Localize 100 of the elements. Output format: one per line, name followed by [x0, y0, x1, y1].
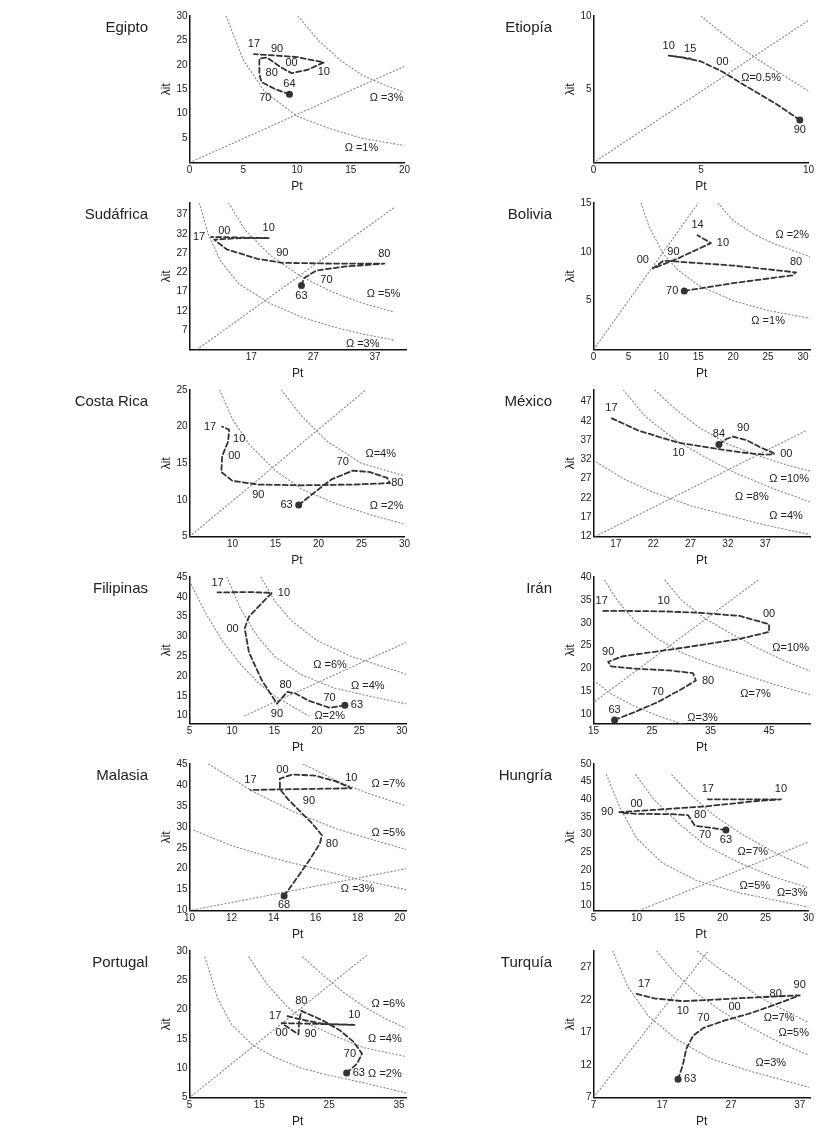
annotation: 00	[728, 999, 741, 1012]
x-tick-label: 20	[727, 351, 740, 363]
y-tick-label: 15	[176, 1032, 188, 1044]
y-tick-label: 17	[580, 1026, 592, 1038]
chart-title: Hungría	[498, 766, 553, 784]
chart-title: Bolivia	[507, 205, 553, 223]
annotation: 80	[279, 677, 292, 690]
x-tick-label: 25	[762, 351, 775, 363]
y-tick-label: 22	[176, 266, 188, 278]
annotation: 17	[595, 593, 608, 606]
annotation: 90	[252, 487, 265, 500]
annotation: 00	[636, 252, 649, 265]
annotation: Ω=4%	[365, 447, 397, 460]
y-tick-label: 12	[580, 530, 592, 542]
chart-title: Costa Rica	[74, 392, 149, 410]
annotation: 00	[780, 447, 793, 460]
annotation: Ω=7%	[763, 1010, 795, 1023]
y-tick-label: 20	[176, 1003, 188, 1015]
annotation: Ω =4%	[368, 1031, 402, 1044]
annotation: Ω=5%	[778, 1026, 810, 1039]
annotation: 10	[317, 65, 330, 78]
annotation: Ω =5%	[366, 287, 401, 300]
x-tick-label: 15	[268, 725, 281, 737]
annotation: 17	[247, 37, 261, 50]
y-tick-label: 10	[176, 493, 188, 505]
y-tick-label: 35	[176, 610, 188, 622]
y-tick-label: 47	[580, 395, 592, 407]
line-series	[717, 203, 810, 258]
annotation: 00	[276, 763, 289, 776]
y-tick-label: 17	[580, 511, 592, 523]
annotation: Ω =7%	[371, 777, 406, 790]
annotation: Ω =6%	[371, 997, 406, 1010]
annotation: 17	[244, 773, 257, 785]
x-tick-label: 17	[610, 538, 622, 550]
y-tick-label: 25	[176, 383, 188, 395]
annotation: 00	[630, 796, 643, 809]
y-tick-label: 20	[176, 669, 188, 681]
x-axis-title: Pt	[695, 179, 708, 194]
annotation: 80	[325, 836, 339, 849]
y-tick-label: 32	[176, 227, 188, 239]
x-tick-label: 20	[311, 725, 323, 737]
annotation: Ω=0.5%	[741, 70, 782, 83]
chart-title: Filipinas	[92, 579, 148, 597]
chart-title: Sudáfrica	[84, 205, 149, 223]
x-tick-label: 32	[722, 538, 734, 550]
x-axis-title: Pt	[292, 927, 305, 942]
y-tick-label: 10	[580, 245, 592, 257]
y-tick-label: 30	[176, 9, 188, 21]
annotation: 70	[698, 827, 712, 840]
x-tick-label: 5	[698, 164, 705, 176]
line-series	[207, 764, 406, 850]
annotation: 90	[302, 794, 316, 807]
y-tick-label: 15	[580, 685, 592, 697]
annotation: 63	[280, 498, 293, 511]
annotation: 84	[712, 427, 726, 440]
annotation: 17	[638, 977, 651, 990]
annotation: Ω =2%	[369, 498, 404, 511]
annotation: 17	[701, 782, 714, 795]
annotation: 80	[391, 476, 404, 489]
x-axis-title: Pt	[696, 740, 709, 755]
annotation: Ω =4%	[769, 509, 804, 522]
y-axis-title: λit	[158, 456, 173, 470]
annotation: Ω=7%	[737, 845, 769, 858]
y-tick-label: 7	[181, 324, 188, 336]
annotation: 00	[275, 1026, 288, 1039]
annotation: 70	[651, 685, 665, 698]
x-tick-label: 35	[704, 725, 717, 737]
annotation: 10	[716, 236, 730, 249]
annotation: 10	[657, 594, 670, 607]
x-tick-label: 12	[225, 912, 238, 924]
annotation: 90	[270, 706, 284, 719]
annotation: Ω =6%	[313, 658, 348, 671]
annotation: Ω =3%	[369, 91, 404, 104]
y-tick-label: 25	[580, 846, 592, 858]
y-tick-label: 20	[176, 420, 188, 432]
y-axis-title: λit	[562, 269, 577, 283]
annotation: 90	[793, 123, 806, 136]
annotation: Ω =1%	[751, 313, 786, 326]
x-tick-label: 25	[646, 725, 659, 737]
y-axis-title: λit	[158, 643, 173, 657]
x-tick-label: 37	[794, 1099, 806, 1111]
y-tick-label: 37	[580, 433, 592, 445]
annotation: 70	[320, 272, 333, 285]
x-tick-label: 17	[245, 351, 258, 363]
chart-title: México	[504, 392, 552, 410]
y-tick-label: 22	[580, 993, 592, 1005]
annotation: 63	[352, 1066, 365, 1078]
y-tick-label: 27	[580, 472, 592, 484]
y-tick-label: 35	[176, 799, 188, 811]
x-tick-label: 15	[253, 1099, 266, 1111]
annotation: Ω =4%	[350, 678, 385, 691]
y-tick-label: 5	[181, 1091, 188, 1103]
x-tick-label: 27	[685, 538, 697, 550]
x-tick-label: 0	[186, 164, 193, 176]
annotation: Ω =5%	[371, 825, 406, 838]
annotation: 68	[277, 897, 291, 910]
y-tick-label: 10	[580, 9, 592, 21]
x-tick-label: 27	[307, 351, 320, 363]
annotation: Ω =10%	[769, 472, 810, 485]
x-tick-label: 30	[396, 725, 408, 737]
